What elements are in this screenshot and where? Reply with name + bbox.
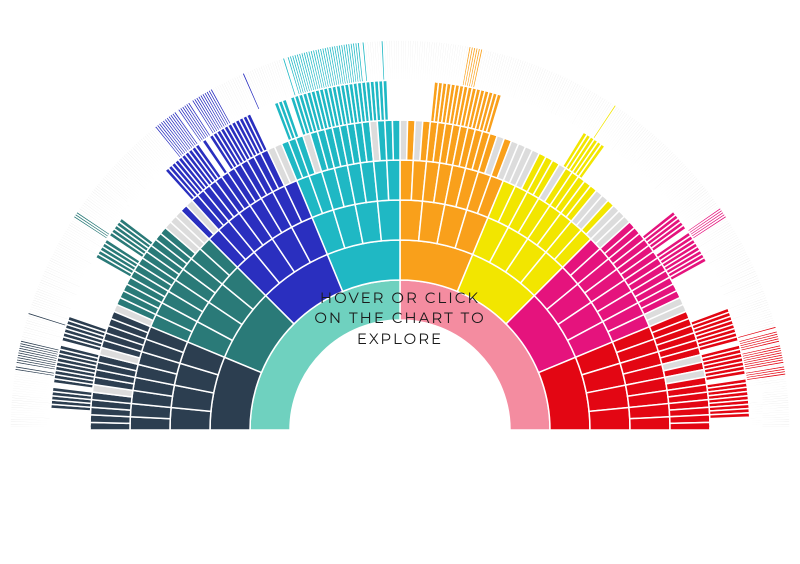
cell-cyan-r2-3[interactable] — [377, 200, 400, 241]
cell-cyan-r5-30[interactable] — [393, 80, 394, 120]
cell-navy-r5-2[interactable] — [50, 419, 90, 421]
cell-orange-r5-6[interactable] — [424, 81, 428, 121]
cell-red-r5-30[interactable] — [710, 423, 750, 424]
cell-red-r2-3[interactable] — [589, 407, 630, 430]
cell-orange-r5-2[interactable] — [409, 80, 411, 120]
cell-navy-r5-0[interactable] — [50, 428, 90, 429]
cell-red-r4-15[interactable] — [670, 422, 710, 430]
cell-orange-r5-5[interactable] — [421, 81, 424, 121]
cell-teal-r5-2[interactable] — [81, 286, 118, 303]
cell-navy-r5-3[interactable] — [50, 415, 90, 417]
cell-orange-r5-4[interactable] — [417, 81, 420, 121]
cell-cyan-r6-63[interactable] — [398, 40, 400, 80]
cell-orange-r5-0[interactable] — [402, 80, 403, 120]
cell-cyan-r5-31[interactable] — [398, 80, 399, 120]
cell-red-r5-29[interactable] — [710, 419, 750, 421]
cell-yellow-r5-2[interactable] — [527, 111, 544, 148]
cell-cyan-r3-7[interactable] — [387, 160, 400, 200]
sunburst-chart[interactable]: HOVER OR CLICK ON THE CHART TO EXPLORE — [0, 0, 800, 564]
cell-cyan-r5-29[interactable] — [389, 80, 391, 120]
cell-orange-r5-3[interactable] — [413, 80, 415, 120]
cell-cyan-r4-15[interactable] — [392, 120, 400, 160]
cell-orange-r5-1[interactable] — [405, 80, 406, 120]
cell-magenta-r5-29[interactable] — [683, 286, 720, 303]
cell-red-r6-63[interactable] — [750, 428, 790, 430]
cell-red-r3-7[interactable] — [630, 417, 670, 430]
cell-navy-r5-1[interactable] — [50, 423, 90, 424]
cell-red-r5-31[interactable] — [710, 428, 750, 429]
